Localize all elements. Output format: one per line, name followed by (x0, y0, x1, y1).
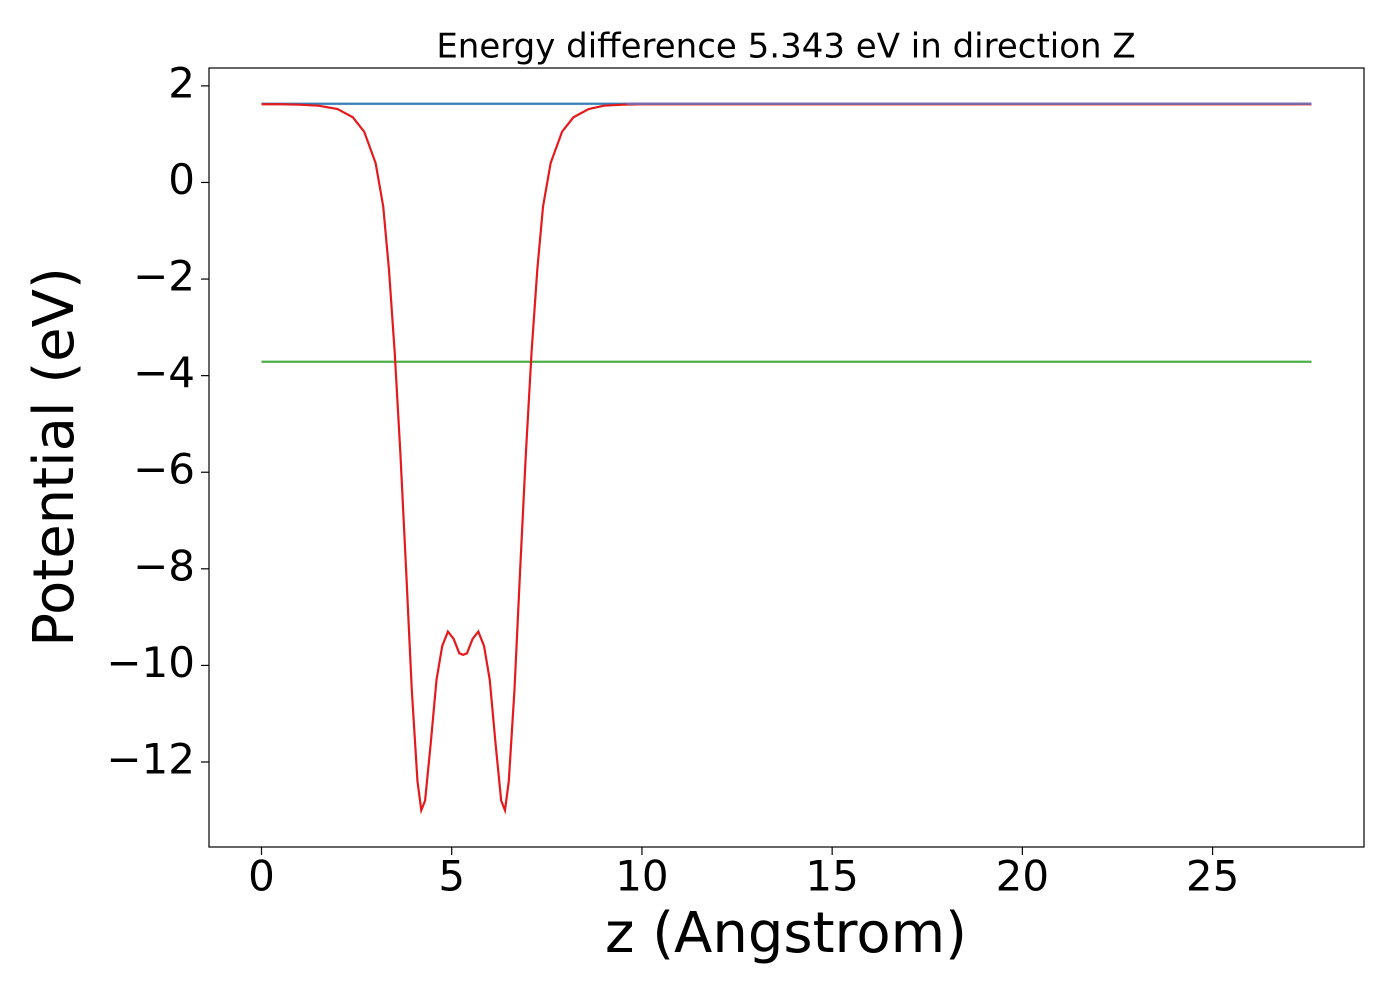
y-tick-label: −6 (133, 445, 195, 494)
data-line (261, 103, 1312, 815)
x-tick-label: 10 (615, 852, 668, 901)
x-tick-label: 15 (805, 852, 858, 901)
y-axis-label: Potential (eV) (22, 267, 87, 647)
y-tick-label: −4 (133, 348, 195, 397)
chart-title: Energy difference 5.343 eV in direction … (436, 27, 1135, 67)
x-axis-label: z (Angstrom) (605, 901, 967, 966)
y-tick-label: −12 (106, 735, 195, 784)
x-tick-label: 25 (1186, 852, 1239, 901)
y-tick-label: 2 (168, 58, 195, 107)
y-tick-label: −8 (133, 541, 195, 590)
x-tick-label: 5 (438, 852, 465, 901)
x-tick-label: 0 (248, 852, 275, 901)
y-tick-label: −2 (133, 252, 195, 301)
y-tick-label: −10 (106, 638, 195, 687)
x-tick-label: 20 (996, 852, 1049, 901)
y-tick-label: 0 (168, 155, 195, 204)
plot-frame (208, 67, 1365, 848)
